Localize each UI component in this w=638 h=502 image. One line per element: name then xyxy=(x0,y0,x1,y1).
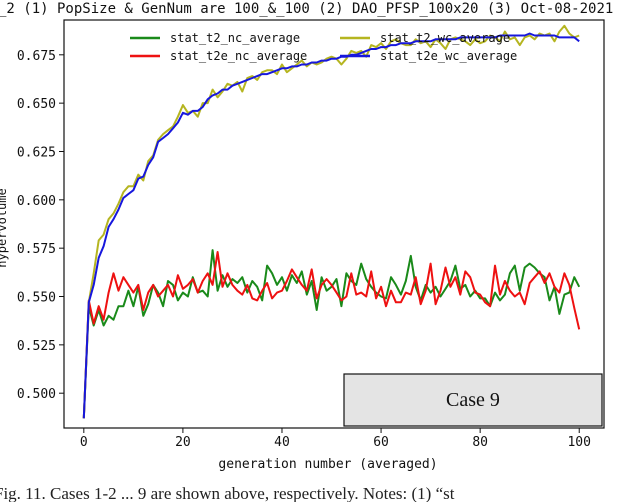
y-tick-label: 0.550 xyxy=(17,291,56,306)
figure-caption: Fig. 11. Cases 1-2 ... 9 are shown above… xyxy=(0,484,455,502)
series-line-stat-t2-wc-average xyxy=(82,24,580,419)
y-tick-label: 0.500 xyxy=(17,387,56,402)
x-axis-label: generation number (averaged) xyxy=(218,457,437,472)
x-tick-label: 20 xyxy=(175,435,191,450)
legend-entry: stat_t2_wc_average xyxy=(380,31,510,45)
x-tick-label: 0 xyxy=(80,435,88,450)
y-tick-label: 0.675 xyxy=(17,49,56,64)
chart-title: _2 (1) PopSize & GenNum are 100_&_100 (2… xyxy=(0,1,613,17)
x-tick-label: 40 xyxy=(274,435,290,450)
case-annotation: Case 9 xyxy=(343,373,603,427)
y-tick-label: 0.575 xyxy=(17,242,56,257)
case-annotation-box xyxy=(343,373,603,427)
y-tick-label: 0.650 xyxy=(17,97,56,112)
y-tick-label: 0.600 xyxy=(17,194,56,209)
series-line-stat-t2e-wc-average xyxy=(82,32,580,419)
x-tick-label: 80 xyxy=(472,435,488,450)
series-line-stat-t2e-nc-average xyxy=(82,251,581,419)
legend: stat_t2_nc_average stat_t2e_nc_average sta… xyxy=(130,31,517,63)
plot-area xyxy=(82,24,581,419)
axes: 0 20 40 60 80 100 0.500 0.525 0.550 0.575 0.600 0.6… xyxy=(17,19,605,450)
y-tick-label: 0.625 xyxy=(17,145,56,160)
legend-entry: stat_t2e_wc_average xyxy=(380,49,517,63)
y-tick-label: 0.525 xyxy=(17,339,56,354)
x-tick-label: 100 xyxy=(567,435,590,450)
plot-frame xyxy=(63,19,605,429)
series-line-stat-t2-nc-average xyxy=(82,249,581,419)
legend-entry: stat_t2e_nc_average xyxy=(170,49,307,63)
legend-entry: stat_t2_nc_average xyxy=(170,31,300,45)
case-annotation-text: Case 9 xyxy=(446,389,500,411)
y-axis-label: hypervolume xyxy=(0,188,9,267)
x-tick-label: 60 xyxy=(373,435,389,450)
